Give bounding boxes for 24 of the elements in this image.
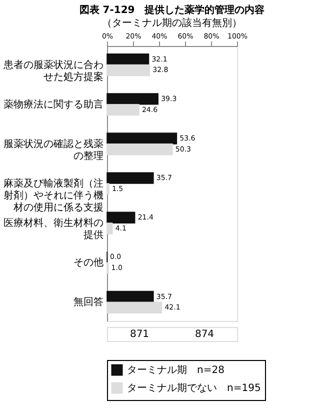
chart-title: 図表 7-129 提供した薬学的管理の内容 (79, 4, 265, 16)
bar (106, 302, 162, 314)
y-tick-label: 患者の服薬状況に合わせた処方提案 (2, 58, 104, 83)
bar (106, 64, 150, 76)
bar (106, 104, 140, 116)
text: 871 (130, 329, 150, 340)
bar (106, 132, 178, 144)
y-tick-label: 服薬状況の確認と残薬の整理 (4, 138, 104, 162)
chart-subtitle: （ターミナル期の該当有無別） (102, 17, 242, 29)
bar (106, 172, 154, 184)
bar (106, 144, 173, 156)
bar (106, 54, 150, 66)
bar (106, 212, 136, 224)
bar (106, 222, 113, 234)
y-tick-label: 薬物療法に関する助言 (4, 98, 104, 110)
text: 874 (194, 329, 214, 340)
legend-label: ターミナル期 n=28 (127, 364, 224, 376)
bar (106, 93, 158, 105)
y-tick-label: その他 (74, 256, 104, 269)
bar (106, 290, 154, 303)
legend-label: ターミナル期でない n=195 (127, 382, 261, 394)
y-tick-label: 麻薬及び輸液製剤（注射剤）やそれに伴う機材の使用に係る支援 (4, 178, 104, 214)
y-tick-label: 医療材料、衛生材料の提供 (4, 217, 104, 242)
y-tick-label: 無回答 (74, 296, 104, 308)
